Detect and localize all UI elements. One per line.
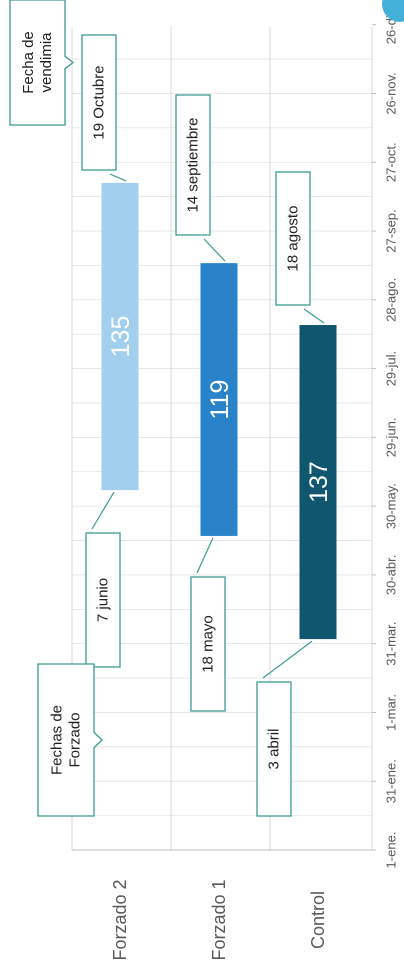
end-legend-callout-text: vendimia xyxy=(38,32,55,93)
start-legend-callout: Fechas de Forzado xyxy=(37,663,103,817)
start-date-callout-text: 7 junio xyxy=(95,578,112,622)
start-legend-callout-text: Fechas de xyxy=(49,705,66,775)
x-tick-label: 29-jul. xyxy=(384,351,399,386)
end-date-callout-text: 14 septiembre xyxy=(185,117,202,212)
start-date-callout-text: 3 abril xyxy=(266,729,283,770)
end-legend-callout-shape xyxy=(9,0,75,126)
bar-duration-label: 119 xyxy=(206,380,234,420)
start-date-callout-box xyxy=(190,576,226,712)
x-tick-label: 31-ene. xyxy=(384,759,399,803)
start-date-callout-box xyxy=(256,681,292,817)
end-date-callout-leader xyxy=(203,238,226,262)
x-tick-label: 26-nov. xyxy=(384,72,399,114)
end-date-callout-text: 18 agosto xyxy=(285,206,302,272)
category-label: Forzado 1 xyxy=(209,879,229,960)
category-label: Control xyxy=(308,891,328,949)
gantt-bar xyxy=(200,263,238,536)
x-tick-label: 28-ago. xyxy=(384,278,399,322)
start-date-callout-leader xyxy=(196,537,214,574)
category-label: Forzado 2 xyxy=(110,879,130,960)
start-date-callout-text: 18 mayo xyxy=(200,615,217,673)
start-legend-callout-shape xyxy=(37,663,103,817)
end-date-callout-leader xyxy=(303,308,325,324)
x-tick-label: 1-ene. xyxy=(384,832,399,869)
x-tick-label: 30-may. xyxy=(384,483,399,529)
start-date-callout-box xyxy=(85,532,121,668)
end-legend-callout-text: Fecha de xyxy=(20,31,37,94)
start-date-callout-leader xyxy=(262,640,313,679)
x-tick-label: 29-jun. xyxy=(384,417,399,457)
start-legend-callout-text: Forzado xyxy=(67,712,84,767)
end-legend-callout: Fecha de vendimia xyxy=(9,0,75,126)
gantt-bar xyxy=(299,325,337,640)
x-tick-label: 31-mar. xyxy=(384,622,399,666)
x-tick-label: 1-mar. xyxy=(384,694,399,731)
x-tick-label: 30-abr. xyxy=(384,555,399,595)
end-date-callout-text: 19 Octubre xyxy=(91,65,108,139)
bar-duration-label: 137 xyxy=(305,461,333,503)
gantt-bar xyxy=(101,182,139,491)
end-date-callout-leader xyxy=(109,173,127,182)
bar-duration-label: 135 xyxy=(107,316,135,358)
start-date-callout-leader xyxy=(91,491,115,530)
end-date-callout-box xyxy=(275,171,311,306)
end-date-callout-box xyxy=(175,94,211,236)
x-tick-label: 27-sep. xyxy=(384,209,399,252)
x-tick-label: 27-oct. xyxy=(384,142,399,182)
end-date-callout-box xyxy=(81,34,117,171)
corner-badge-icon xyxy=(382,0,404,22)
